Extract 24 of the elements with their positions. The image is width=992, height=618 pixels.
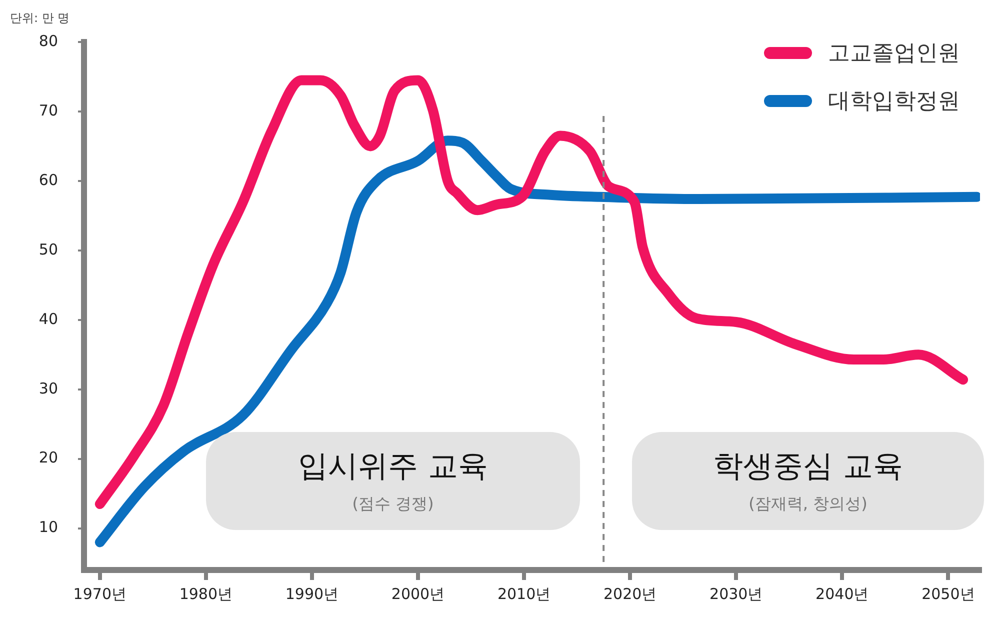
annotation: 입시위주 교육 — [297, 448, 489, 486]
y-tick-label: 20 — [38, 448, 58, 467]
y-tick-label: 80 — [38, 32, 58, 50]
y-tick-label: 10 — [38, 518, 58, 536]
x-tick-label: 2000년 — [391, 584, 445, 603]
x-tick-label: 2030년 — [710, 584, 763, 603]
x-tick-label: 1980년 — [179, 584, 233, 603]
annotation: (점수 경쟁) — [351, 494, 435, 515]
x-tick-label: 2010년 — [497, 584, 551, 603]
legend-label: 고교졸업인원 — [828, 40, 960, 68]
y-tick-label: 70 — [38, 101, 58, 120]
x-tick-label: 1970년 — [73, 584, 126, 603]
y-tick-label: 60 — [38, 170, 58, 189]
text: 단위: 만 명 — [10, 10, 70, 27]
x-tick-label: 2050년 — [922, 584, 975, 603]
y-tick-label: 40 — [38, 310, 58, 328]
x-tick-label: 2020년 — [603, 584, 657, 603]
x-tick-label: 1990년 — [285, 584, 339, 603]
y-tick-label: 30 — [38, 379, 58, 398]
annotation: (잠재력, 창의성) — [748, 494, 868, 515]
legend-label: 대학입학정원 — [828, 88, 960, 116]
x-tick-label: 2040년 — [816, 584, 869, 603]
annotation: 학생중심 교육 — [712, 448, 904, 486]
y-tick-label: 50 — [38, 240, 58, 258]
